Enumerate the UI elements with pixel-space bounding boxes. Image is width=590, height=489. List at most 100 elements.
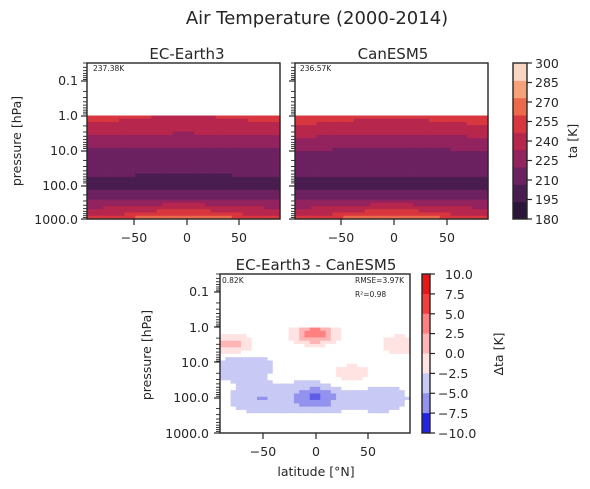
panel2-temperature-cell [364, 138, 371, 142]
panel3-difference-cell [383, 419, 390, 424]
panel2-temperature-cell [321, 144, 328, 149]
panel2-temperature-cell [439, 199, 446, 204]
panel3-difference-cell [378, 396, 385, 401]
panel2-temperature-cell [305, 202, 312, 207]
panel3-difference-cell [256, 416, 263, 421]
panel1-temperature-cell [97, 131, 104, 136]
panel1-temperature-cell [274, 134, 281, 139]
panel2-temperature-cell [311, 154, 318, 159]
panel2-temperature-cell [337, 199, 344, 204]
panel2-temperature-cell [337, 141, 344, 146]
panel1-temperature-cell [145, 206, 152, 210]
panel1-temperature-cell [162, 202, 169, 207]
panel2-temperature-cell [386, 202, 393, 207]
panel3-difference-cell [373, 334, 379, 339]
panel1-temperature-cell [269, 183, 276, 188]
panel2-temperature-cell [391, 125, 398, 130]
panel3-difference-cell [330, 373, 337, 378]
panel2-temperature-cell [407, 131, 414, 136]
panel3-difference-cell [293, 334, 300, 339]
panel3-difference-cell [351, 360, 358, 365]
panel3-difference-cell [346, 400, 353, 404]
panel2-temperature-cell [429, 173, 435, 178]
panel1-temperature-cell [124, 189, 131, 194]
panel2-temperature-cell [391, 196, 398, 201]
panel3-difference-cell [325, 360, 332, 365]
panel1-temperature-cell [87, 134, 93, 139]
panel3-difference-cell [351, 340, 358, 345]
panel3-difference-cell [225, 373, 232, 378]
panel1-temperature-cell [97, 209, 104, 214]
panel2-temperature-cell [455, 206, 462, 210]
panel1-temperature-cell [87, 160, 93, 165]
panel2-temperature-cell [482, 196, 489, 201]
panel3-difference-cell [373, 330, 379, 335]
panel3-difference-cell [367, 330, 374, 335]
panel1-temperature-cell [274, 160, 281, 165]
panel1-temperature-cell [103, 173, 110, 178]
panel2-temperature-cell [311, 144, 318, 149]
panel3-difference-cell [241, 406, 247, 411]
panel2-temperature-cell [353, 144, 360, 149]
panel1-temperature-cell [226, 189, 233, 194]
panel3-difference-cell [399, 406, 406, 411]
panel3-difference-cell [262, 393, 269, 398]
panel2-temperature-cell [407, 170, 414, 175]
panel3-difference-cell [283, 413, 290, 418]
panel1-temperature-cell [258, 134, 265, 139]
panel3-difference-cell [283, 350, 290, 355]
panel1-temperature-cell [204, 118, 211, 123]
panel3-difference-cell [251, 403, 258, 408]
panel3-difference-cell [283, 403, 290, 408]
panel1-temperature-cell [237, 115, 244, 120]
panel2-temperature-cell [380, 199, 387, 204]
panel1-temperature-cell [162, 189, 169, 194]
panel2-temperature-cell [386, 176, 393, 181]
panel1-temperature-cell [162, 125, 169, 130]
panel3-difference-cell [272, 347, 279, 352]
panel3-difference-cell [293, 360, 300, 365]
panel3-difference-cell [299, 350, 306, 355]
panel2-temperature-cell [445, 147, 452, 152]
panel1-temperature-cell [167, 141, 174, 146]
panel2-temperature-cell [412, 180, 419, 185]
panel1-temperature-cell [210, 164, 217, 168]
panel2-temperature-cell [418, 121, 425, 126]
panel3-difference-cell [346, 347, 353, 352]
panel3-difference-cell [320, 383, 327, 388]
panel1-temperature-cell [269, 144, 276, 149]
panel1-temperature-cell [237, 202, 244, 207]
panel3-difference-cell [262, 383, 269, 388]
panel3-difference-cell [351, 376, 358, 381]
panel3-difference-cell [394, 416, 401, 421]
panel3-difference-cell [278, 406, 284, 411]
panel1-temperature-cell [151, 209, 158, 214]
panel1-temperature-cell [242, 202, 249, 207]
panel2-temperature-cell [445, 118, 452, 123]
panel3-difference-cell [378, 413, 385, 418]
panel3-difference-cell [246, 344, 253, 348]
panel3-difference-cell [220, 406, 226, 411]
panel3-difference-cell [293, 370, 300, 375]
panel1-temperature-cell [194, 144, 201, 149]
panel2-temperature-cell [353, 176, 360, 181]
panel3-difference-cell [230, 347, 237, 352]
panel2-temperature-cell [311, 186, 318, 191]
panel2-temperature-cell [337, 121, 344, 126]
panel1-temperature-cell [269, 115, 276, 120]
panel2-temperature-cell [337, 115, 344, 120]
panel1-temperature-cell [140, 202, 147, 207]
panel1-temperature-cell [151, 176, 158, 181]
panel3-difference-cell [357, 367, 364, 371]
panel1-temperature-cell [194, 202, 201, 207]
panel2-temperature-cell [423, 167, 430, 172]
panel1-temperature-cell [210, 115, 217, 120]
panel1-temperature-cell [178, 186, 185, 191]
panel3-difference-cell [267, 337, 274, 342]
panel2-temperature-cell [418, 173, 425, 178]
panel2-temperature-cell [477, 199, 484, 204]
panel3-difference-cell [293, 367, 300, 371]
panel3-difference-cell [220, 367, 226, 371]
panel2-temperature-cell [396, 147, 403, 152]
panel2-temperature-cell [343, 157, 350, 162]
